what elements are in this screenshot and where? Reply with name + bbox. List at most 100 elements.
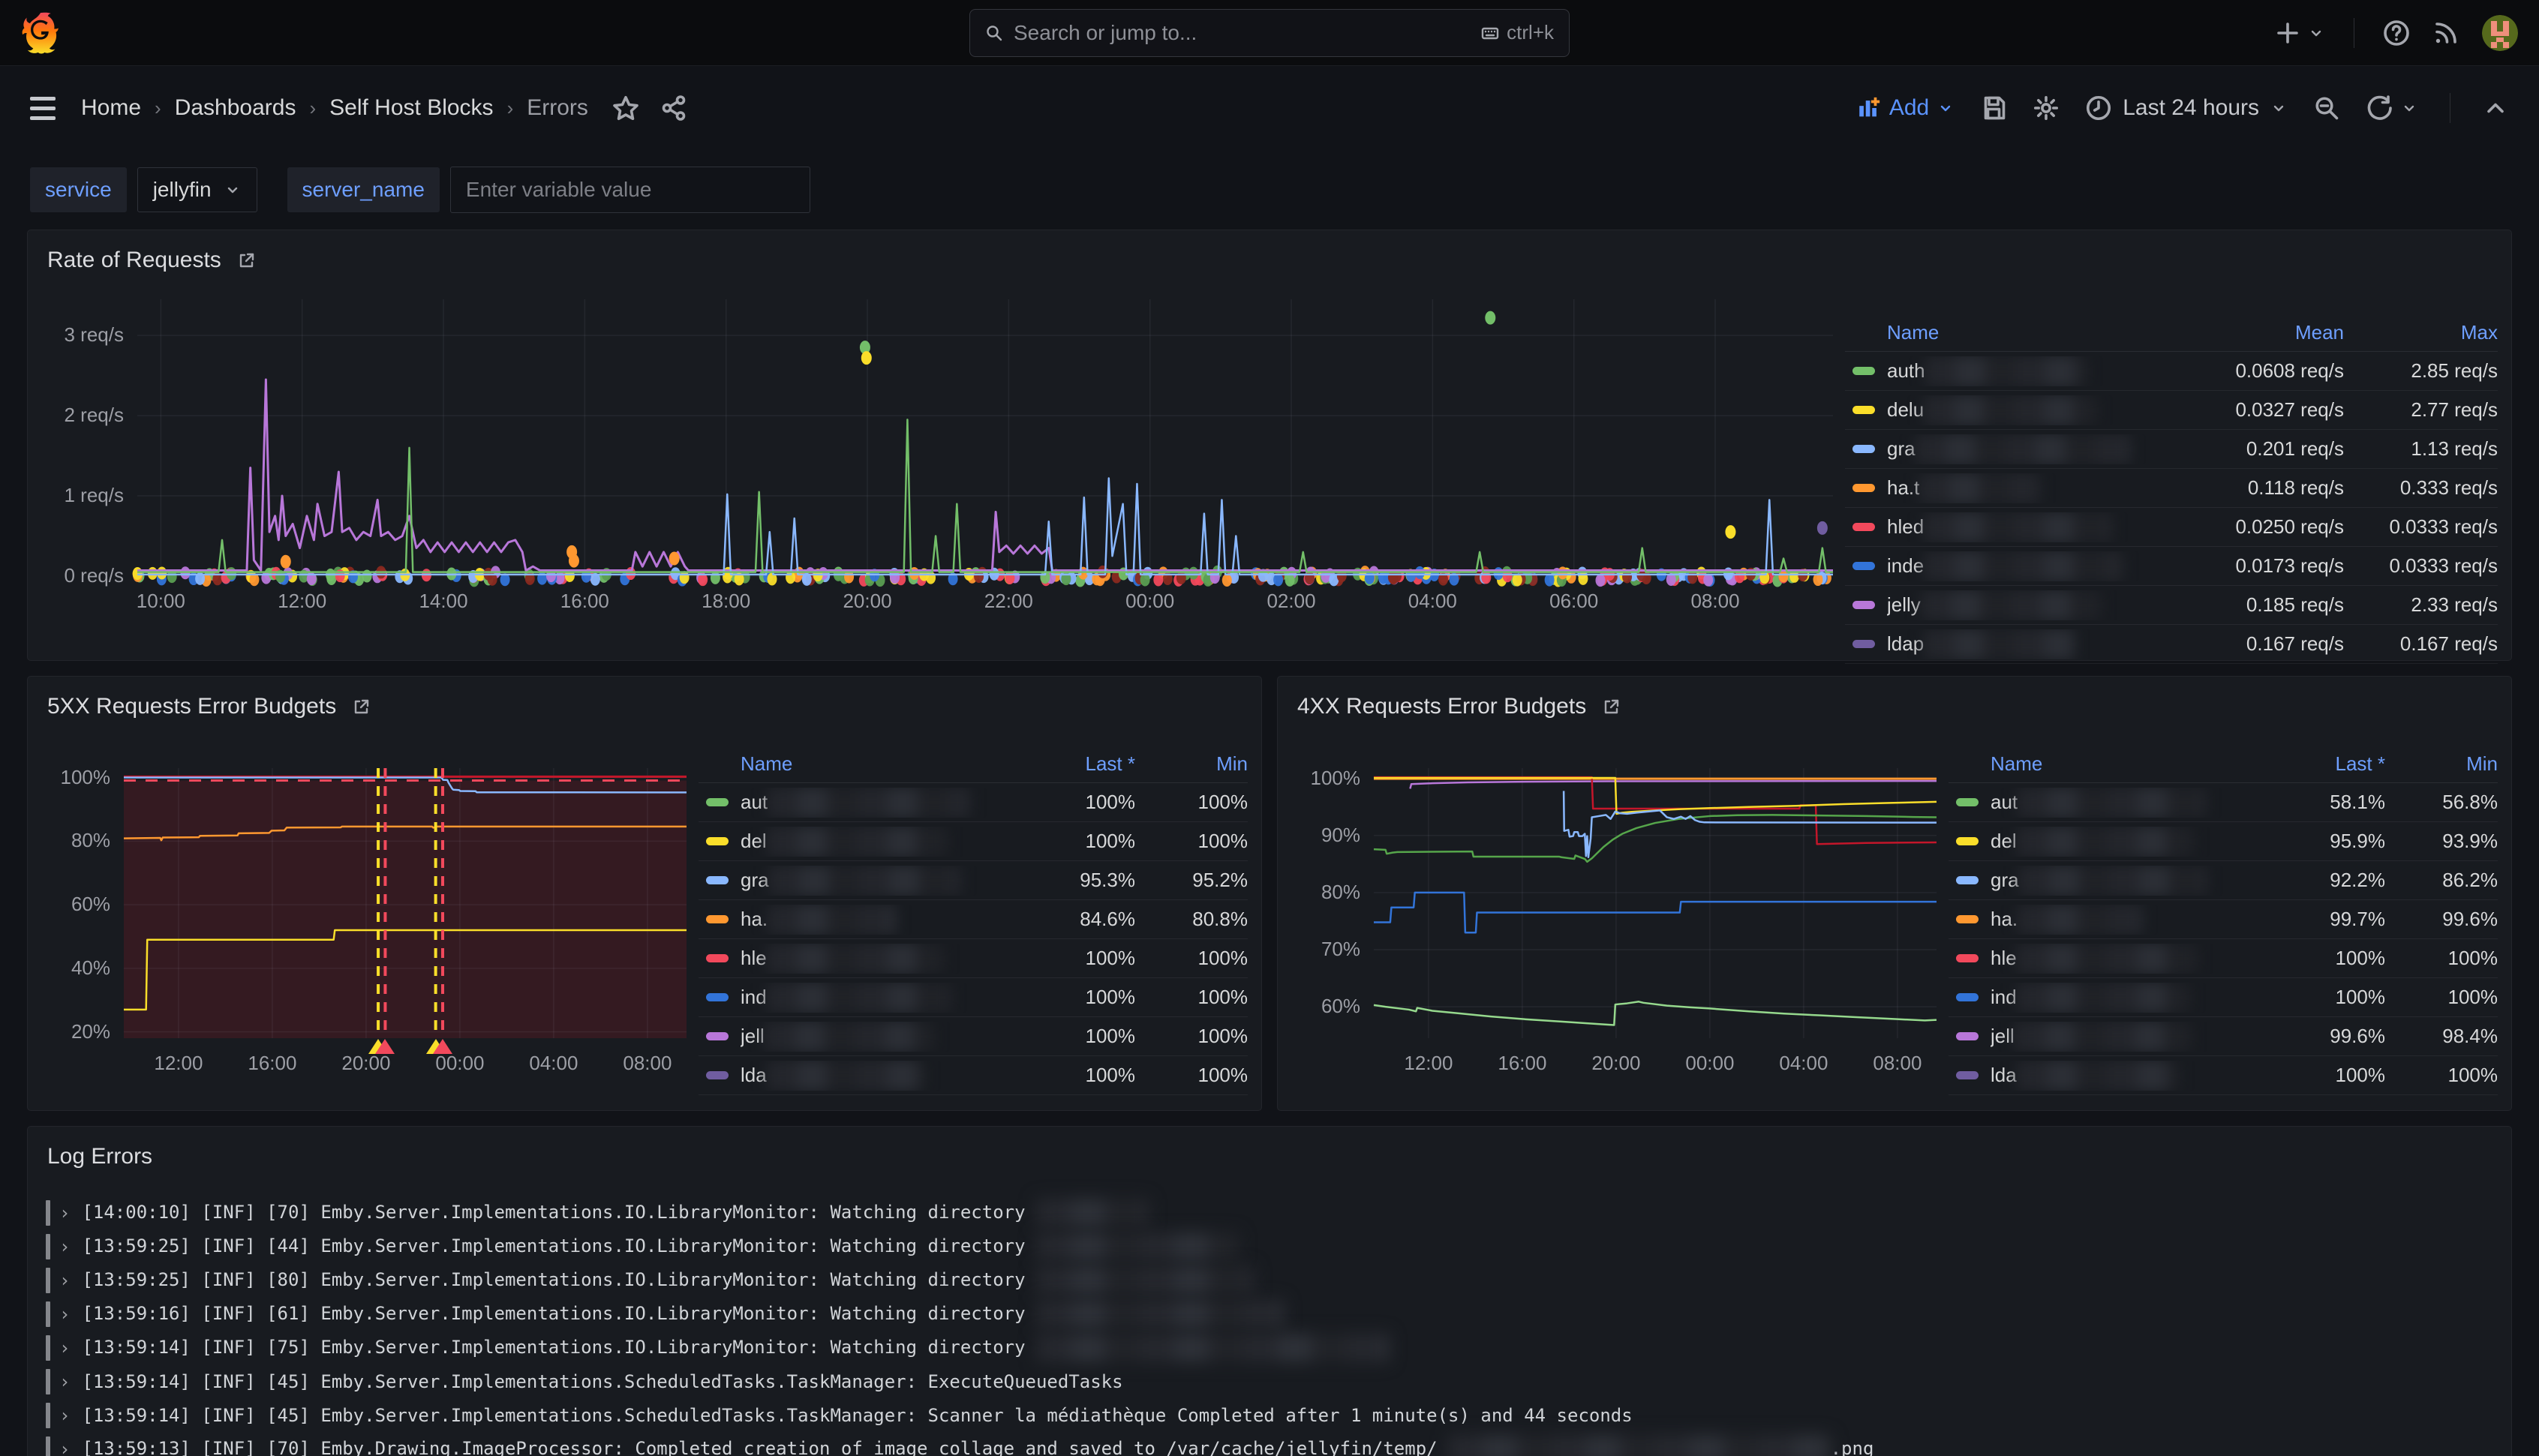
variable-service-select[interactable]: jellyfin	[137, 167, 257, 212]
series-name[interactable]: jell	[741, 1021, 1000, 1052]
legend-row[interactable]: ind 100% 100%	[1949, 978, 2498, 1017]
time-range-picker[interactable]: Last 24 hours	[2085, 95, 2288, 122]
log-expand-icon[interactable]: ›	[59, 1438, 71, 1456]
menu-toggle[interactable]	[30, 96, 56, 120]
log-line[interactable]: › [13:59:14] [INF] [45] Emby.Server.Imple…	[46, 1398, 2498, 1432]
log-expand-icon[interactable]: ›	[59, 1269, 71, 1291]
legend-col-name[interactable]: Name	[741, 752, 793, 775]
legend-col-name[interactable]: Name	[1887, 321, 1940, 344]
log-line[interactable]: › [13:59:14] [INF] [75] Emby.Server.Imple…	[46, 1331, 2498, 1364]
series-name[interactable]: ha.	[1991, 904, 2250, 935]
grafana-logo[interactable]	[21, 12, 60, 54]
legend-row[interactable]: hle 100% 100%	[1949, 939, 2498, 978]
log-line[interactable]: › [14:00:10] [INF] [70] Emby.Server.Imple…	[46, 1196, 2498, 1229]
legend-row[interactable]: delu 0.0327 req/s 2.77 req/s	[1845, 391, 2498, 430]
series-name[interactable]: hled	[1887, 512, 2168, 542]
legend-row[interactable]: auth 0.0608 req/s 2.85 req/s	[1845, 352, 2498, 391]
series-name[interactable]: del	[741, 826, 1000, 857]
legend-row[interactable]: gra 0.201 req/s 1.13 req/s	[1845, 430, 2498, 469]
series-name[interactable]: ldap	[1887, 629, 2168, 659]
series-name[interactable]: jelly	[1887, 590, 2168, 620]
legend-col-1[interactable]: Last *	[1085, 752, 1136, 775]
series-name[interactable]: lda	[741, 1060, 1000, 1091]
log-line[interactable]: › [13:59:14] [INF] [45] Emby.Server.Imple…	[46, 1364, 2498, 1398]
favorite-star-icon[interactable]	[612, 95, 639, 122]
4xx-error-budget-chart[interactable]: 60% 70% 80% 90% 100% 12:00 16:00 20:00 00:00 04:0…	[1291, 725, 1941, 1098]
external-link-icon[interactable]	[353, 698, 371, 716]
annotation-marker[interactable]	[375, 1039, 395, 1054]
legend-row[interactable]: jell 100% 100%	[699, 1017, 1248, 1056]
legend-row[interactable]: ha. 84.6% 80.8%	[699, 900, 1248, 939]
legend-row[interactable]: jelly 0.185 req/s 2.33 req/s	[1845, 586, 2498, 625]
legend-col-1[interactable]: Last *	[2335, 752, 2386, 775]
series-name[interactable]: aut	[741, 787, 1000, 818]
series-name[interactable]: gra	[1887, 434, 2168, 464]
log-expand-icon[interactable]: ›	[59, 1404, 71, 1426]
legend-row[interactable]: hled 0.0250 req/s 0.0333 req/s	[1845, 508, 2498, 547]
legend-row[interactable]: del 100% 100%	[699, 822, 1248, 861]
panel-header[interactable]: 5XX Requests Error Budgets	[41, 689, 1248, 725]
panel-header[interactable]: Log Errors	[41, 1139, 2498, 1175]
series-name[interactable]: ind	[1991, 982, 2250, 1013]
series-name[interactable]: ha.t	[1887, 473, 2168, 503]
external-link-icon[interactable]	[1603, 698, 1621, 716]
legend-row[interactable]: lda 100% 100%	[1949, 1056, 2498, 1095]
series-name[interactable]: del	[1991, 826, 2250, 857]
log-expand-icon[interactable]: ›	[59, 1202, 71, 1223]
breadcrumb-home[interactable]: Home	[81, 95, 142, 120]
legend-row[interactable]: aut 58.1% 56.8%	[1949, 783, 2498, 822]
panel-header[interactable]: 4XX Requests Error Budgets	[1291, 689, 2498, 725]
add-panel-button[interactable]: Add	[1856, 95, 1955, 121]
series-name[interactable]: jell	[1991, 1021, 2250, 1052]
log-expand-icon[interactable]: ›	[59, 1337, 71, 1358]
series-name[interactable]: hle	[1991, 943, 2250, 974]
series-name[interactable]: hle	[741, 943, 1000, 974]
legend-row[interactable]: jell 99.6% 98.4%	[1949, 1017, 2498, 1056]
save-icon[interactable]	[1980, 95, 2007, 122]
log-line[interactable]: › [13:59:25] [INF] [44] Emby.Server.Imple…	[46, 1229, 2498, 1263]
legend-row[interactable]: aut 100% 100%	[699, 783, 1248, 822]
legend-row[interactable]: gra 92.2% 86.2%	[1949, 861, 2498, 900]
series-name[interactable]: lda	[1991, 1060, 2250, 1091]
zoom-out-icon[interactable]	[2313, 95, 2340, 122]
variable-server-name-input[interactable]	[449, 167, 810, 213]
log-line[interactable]: › [13:59:25] [INF] [80] Emby.Server.Imple…	[46, 1263, 2498, 1297]
share-icon[interactable]	[660, 95, 687, 122]
legend-row[interactable]: ha.t 0.118 req/s 0.333 req/s	[1845, 469, 2498, 508]
series-name[interactable]: gra	[1991, 865, 2250, 896]
external-link-icon[interactable]	[238, 251, 256, 269]
legend-col-1[interactable]: Mean	[2294, 321, 2344, 344]
legend-row[interactable]: lda 100% 100%	[699, 1056, 1248, 1095]
legend-col-2[interactable]: Min	[2466, 752, 2498, 775]
refresh-button[interactable]	[2366, 95, 2418, 122]
legend-row[interactable]: ha. 99.7% 99.6%	[1949, 900, 2498, 939]
legend-col-2[interactable]: Max	[2460, 321, 2498, 344]
log-line[interactable]: › [13:59:16] [INF] [61] Emby.Server.Imple…	[46, 1297, 2498, 1331]
legend-col-2[interactable]: Min	[1216, 752, 1248, 775]
breadcrumb-self-host-blocks[interactable]: Self Host Blocks	[329, 95, 494, 120]
legend-row[interactable]: del 95.9% 93.9%	[1949, 822, 2498, 861]
avatar[interactable]	[2482, 14, 2518, 51]
series-name[interactable]: ind	[741, 982, 1000, 1013]
log-expand-icon[interactable]: ›	[59, 1370, 71, 1392]
series-name[interactable]: ha.	[741, 904, 1000, 935]
legend-row[interactable]: inde 0.0173 req/s 0.0333 req/s	[1845, 547, 2498, 586]
legend-row[interactable]: ldap 0.167 req/s 0.167 req/s	[1845, 625, 2498, 664]
news-icon[interactable]	[2432, 20, 2459, 47]
series-name[interactable]: delu	[1887, 395, 2168, 425]
help-icon[interactable]	[2383, 20, 2410, 47]
annotation-marker[interactable]	[433, 1039, 452, 1054]
series-name[interactable]: gra	[741, 865, 1000, 896]
series-name[interactable]: auth	[1887, 356, 2168, 386]
collapse-toolbar-icon[interactable]	[2482, 95, 2509, 122]
legend-row[interactable]: gra 95.3% 95.2%	[699, 861, 1248, 900]
log-expand-icon[interactable]: ›	[59, 1303, 71, 1325]
log-line[interactable]: › [13:59:13] [INF] [70] Emby.Drawing.Imag…	[46, 1432, 2498, 1456]
legend-row[interactable]: hle 100% 100%	[699, 939, 1248, 978]
log-expand-icon[interactable]: ›	[59, 1235, 71, 1257]
series-name[interactable]: aut	[1991, 787, 2250, 818]
new-button[interactable]	[2274, 20, 2325, 47]
legend-col-name[interactable]: Name	[1991, 752, 2043, 775]
settings-gear-icon[interactable]	[2033, 95, 2060, 122]
panel-header[interactable]: Rate of Requests	[41, 242, 2498, 278]
